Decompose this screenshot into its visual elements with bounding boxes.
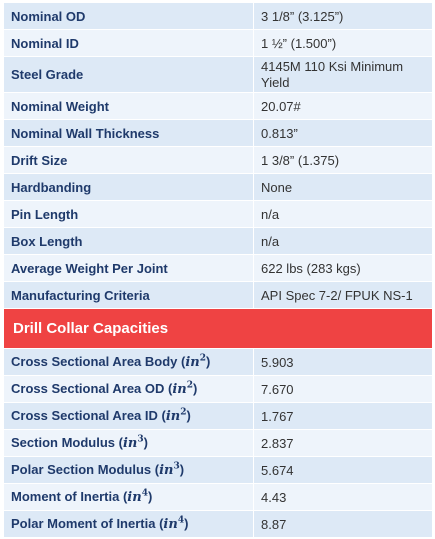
spec-label: Nominal OD bbox=[3, 2, 254, 30]
unit: in2 bbox=[172, 380, 194, 397]
spec-value: 3 1/8” (3.125”) bbox=[253, 2, 433, 30]
spec-value: 20.07# bbox=[253, 92, 433, 120]
capacity-row-csa-id: Cross Sectional Area ID (in2) 1.767 bbox=[3, 402, 433, 430]
capacity-label-text: Cross Sectional Area Body bbox=[11, 354, 178, 369]
unit: in2 bbox=[185, 353, 207, 370]
spec-label: Hardbanding bbox=[3, 173, 254, 201]
spec-label: Steel Grade bbox=[3, 56, 254, 93]
capacity-label-text: Section Modulus bbox=[11, 435, 115, 450]
capacity-value: 4.43 bbox=[253, 483, 433, 511]
capacity-value: 1.767 bbox=[253, 402, 433, 430]
spec-row-box-length: Box Length n/a bbox=[3, 227, 433, 255]
capacity-label-text: Polar Moment of Inertia bbox=[11, 516, 156, 531]
spec-value: 1 3/8” (1.375) bbox=[253, 146, 433, 174]
unit: in4 bbox=[163, 515, 185, 532]
unit: in3 bbox=[159, 461, 180, 478]
spec-value: None bbox=[253, 173, 433, 201]
capacity-label-text: Cross Sectional Area ID bbox=[11, 408, 158, 423]
unit: in3 bbox=[122, 434, 144, 451]
unit: in4 bbox=[127, 488, 148, 505]
capacity-row-section-modulus: Section Modulus (in3) 2.837 bbox=[3, 429, 433, 457]
spec-value: 0.813” bbox=[253, 119, 433, 147]
capacity-value: 5.903 bbox=[253, 348, 433, 376]
capacity-row-polar-moment-of-inertia: Polar Moment of Inertia (in4) 8.87 bbox=[3, 510, 433, 538]
capacity-value: 8.87 bbox=[253, 510, 433, 538]
unit: in2 bbox=[165, 407, 187, 424]
capacity-row-polar-section-modulus: Polar Section Modulus (in3) 5.674 bbox=[3, 456, 433, 484]
capacity-value: 7.670 bbox=[253, 375, 433, 403]
capacity-label: Polar Moment of Inertia (in4) bbox=[3, 510, 254, 538]
capacity-row-csa-body: Cross Sectional Area Body (in2) 5.903 bbox=[3, 348, 433, 376]
spec-value: API Spec 7-2/ FPUK NS-1 bbox=[253, 281, 433, 309]
spec-label: Pin Length bbox=[3, 200, 254, 228]
capacity-label-text: Polar Section Modulus bbox=[11, 462, 152, 477]
spec-value: 4145M 110 Ksi Minimum Yield bbox=[253, 56, 433, 93]
capacity-label: Cross Sectional Area OD (in2) bbox=[3, 375, 254, 403]
spec-row-wall-thickness: Nominal Wall Thickness 0.813” bbox=[3, 119, 433, 147]
spec-label: Manufacturing Criteria bbox=[3, 281, 254, 309]
spec-label: Box Length bbox=[3, 227, 254, 255]
capacity-label: Moment of Inertia (in4) bbox=[3, 483, 254, 511]
capacities-title: Drill Collar Capacities bbox=[3, 308, 433, 349]
spec-row-pin-length: Pin Length n/a bbox=[3, 200, 433, 228]
spec-row-steel-grade: Steel Grade 4145M 110 Ksi Minimum Yield bbox=[3, 56, 433, 93]
spec-sheet: Nominal OD 3 1/8” (3.125”) Nominal ID 1 … bbox=[3, 2, 433, 538]
spec-row-nominal-id: Nominal ID 1 ½” (1.500”) bbox=[3, 29, 433, 57]
capacity-value: 5.674 bbox=[253, 456, 433, 484]
spec-value: n/a bbox=[253, 227, 433, 255]
spec-value: n/a bbox=[253, 200, 433, 228]
spec-row-nominal-weight: Nominal Weight 20.07# bbox=[3, 92, 433, 120]
spec-label: Nominal Weight bbox=[3, 92, 254, 120]
spec-value: 1 ½” (1.500”) bbox=[253, 29, 433, 57]
capacity-label-text: Cross Sectional Area OD bbox=[11, 381, 165, 396]
capacity-label-text: Moment of Inertia bbox=[11, 489, 120, 504]
spec-row-drift-size: Drift Size 1 3/8” (1.375) bbox=[3, 146, 433, 174]
spec-row-nominal-od: Nominal OD 3 1/8” (3.125”) bbox=[3, 2, 433, 30]
spec-row-hardbanding: Hardbanding None bbox=[3, 173, 433, 201]
spec-row-manufacturing: Manufacturing Criteria API Spec 7-2/ FPU… bbox=[3, 281, 433, 309]
spec-label: Drift Size bbox=[3, 146, 254, 174]
spec-table: Nominal OD 3 1/8” (3.125”) Nominal ID 1 … bbox=[3, 2, 433, 538]
capacity-row-moment-of-inertia: Moment of Inertia (in4) 4.43 bbox=[3, 483, 433, 511]
capacities-header: Drill Collar Capacities bbox=[3, 308, 433, 349]
capacity-label: Cross Sectional Area ID (in2) bbox=[3, 402, 254, 430]
capacity-label: Section Modulus (in3) bbox=[3, 429, 254, 457]
capacity-label: Cross Sectional Area Body (in2) bbox=[3, 348, 254, 376]
capacity-row-csa-od: Cross Sectional Area OD (in2) 7.670 bbox=[3, 375, 433, 403]
spec-label: Average Weight Per Joint bbox=[3, 254, 254, 282]
spec-label: Nominal ID bbox=[3, 29, 254, 57]
capacity-value: 2.837 bbox=[253, 429, 433, 457]
spec-value: 622 lbs (283 kgs) bbox=[253, 254, 433, 282]
capacity-label: Polar Section Modulus (in3) bbox=[3, 456, 254, 484]
spec-row-avg-weight: Average Weight Per Joint 622 lbs (283 kg… bbox=[3, 254, 433, 282]
spec-label: Nominal Wall Thickness bbox=[3, 119, 254, 147]
